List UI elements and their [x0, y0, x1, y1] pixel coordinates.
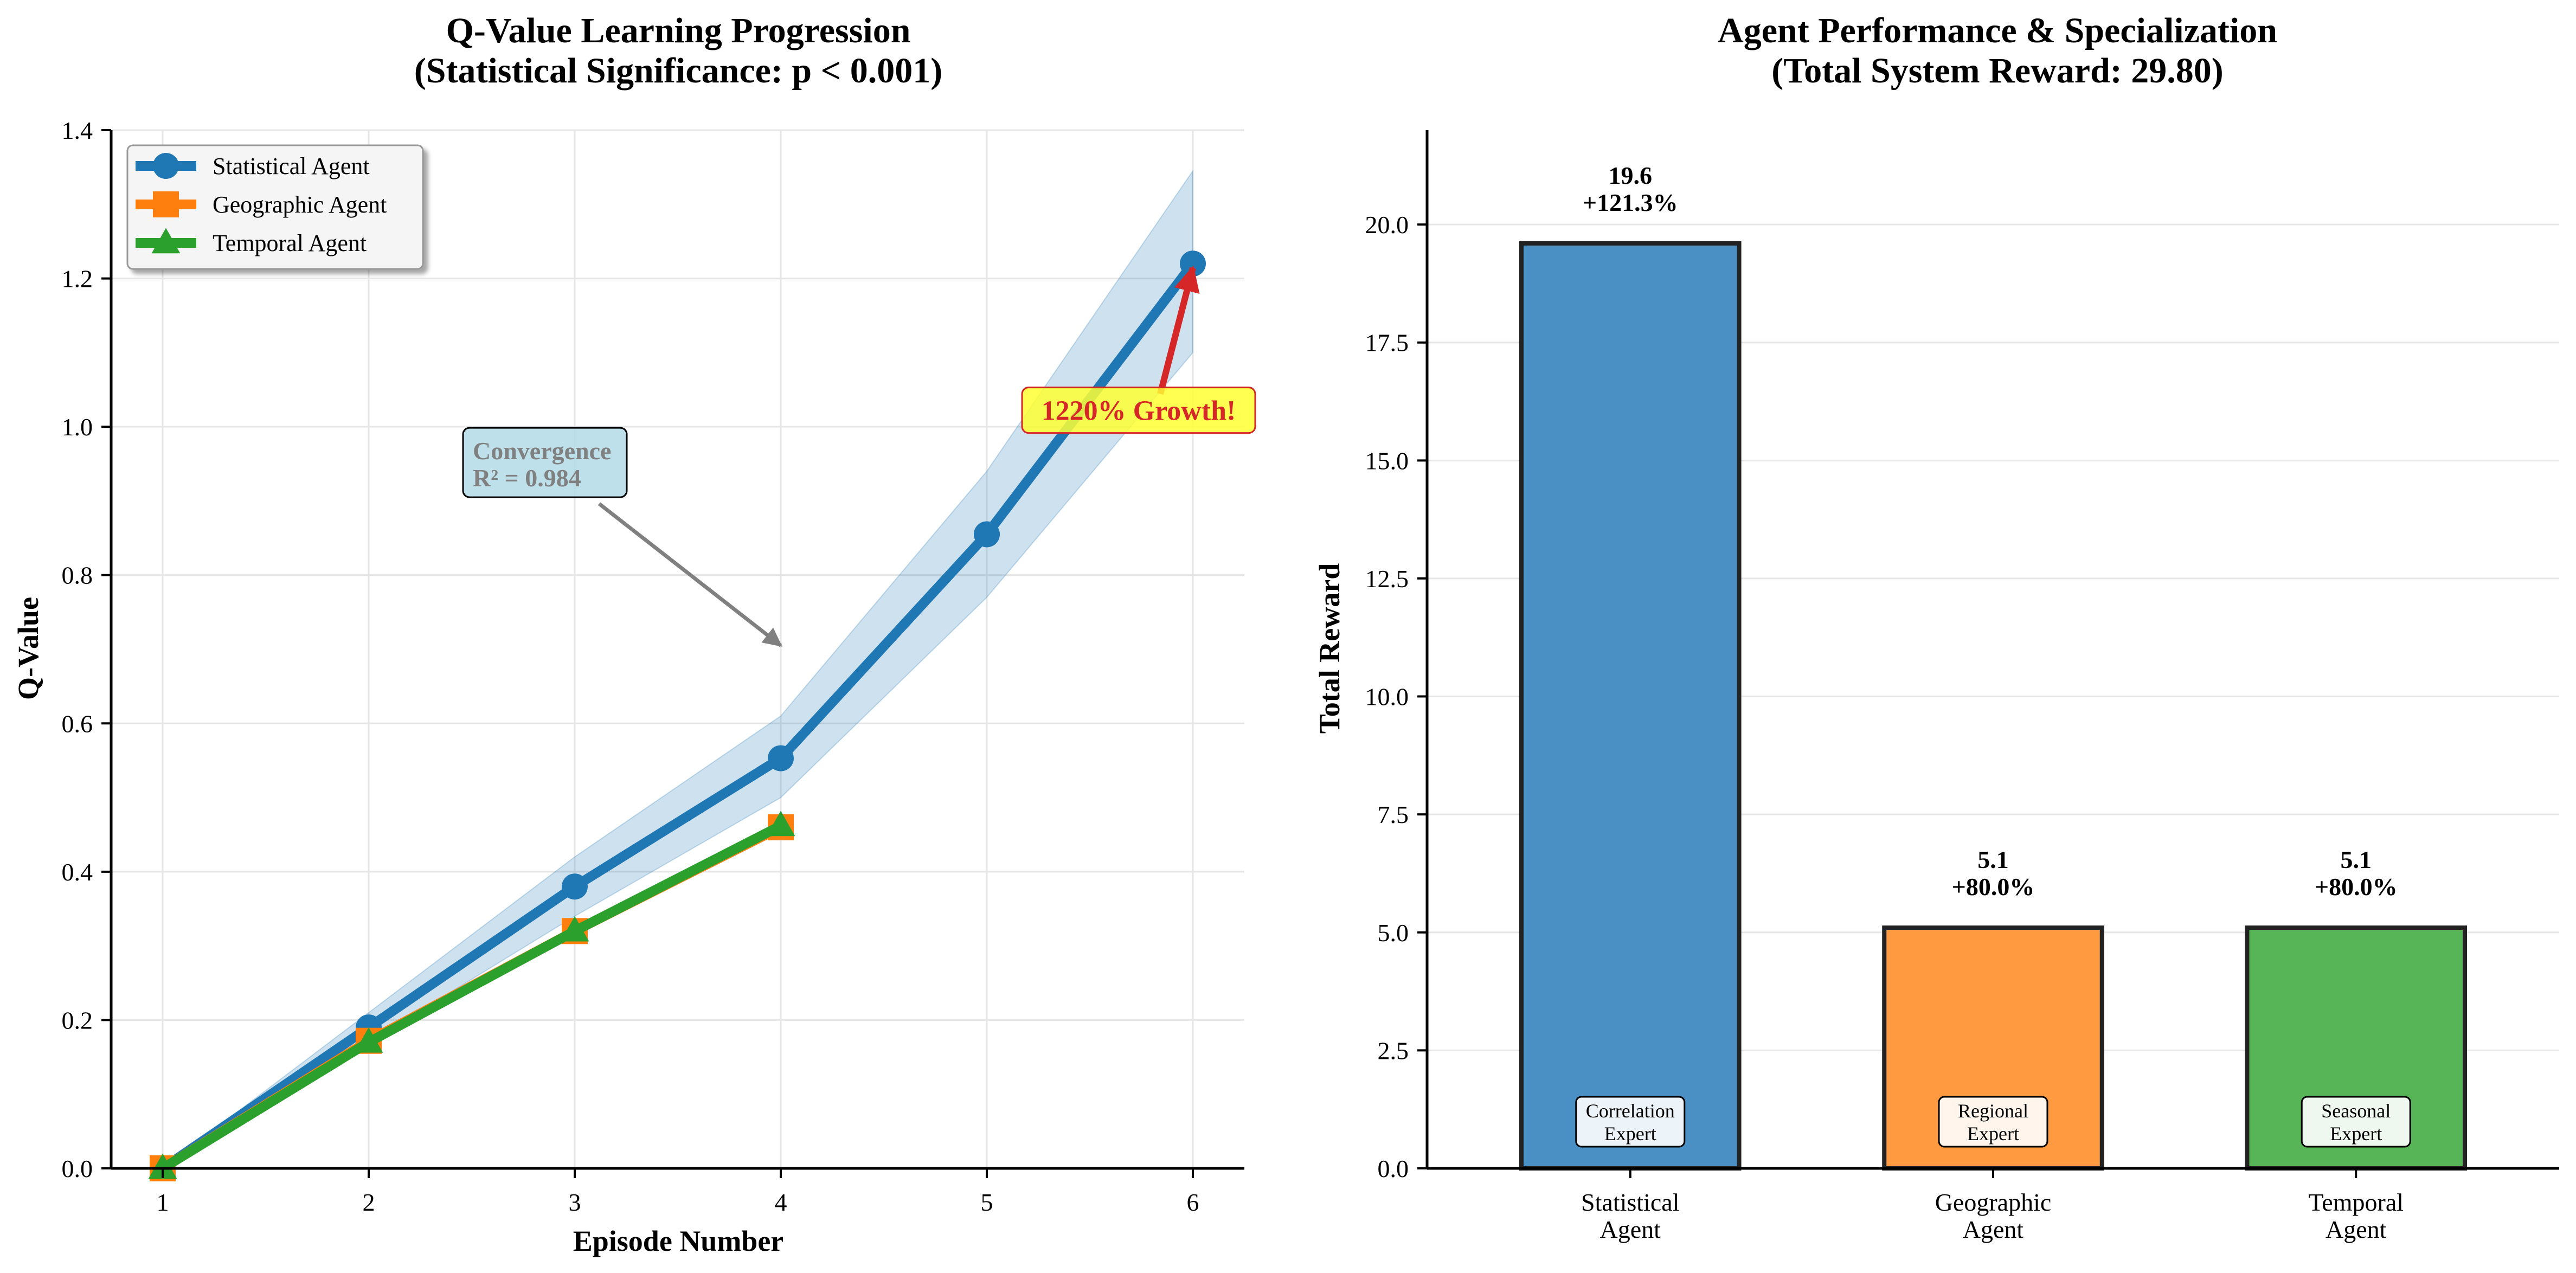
chart0-xtick-label: 4 [775, 1188, 787, 1216]
bar-value-label-2: 5.1 [2340, 846, 2372, 873]
chart1-ytick-label: 5.0 [1378, 919, 1409, 947]
chart1-ytick-label: 7.5 [1378, 801, 1409, 828]
series-0-point [974, 521, 1000, 548]
chart0-ytick-label: 0.4 [62, 858, 93, 886]
bar-value-label-0: 19.6 [1609, 162, 1653, 189]
reward-bar-chart: Agent Performance & Specialization (Tota… [1313, 11, 2559, 1243]
convergence-arrow [598, 502, 782, 647]
legend-label-1: Geographic Agent [213, 191, 387, 218]
chart1-ytick-label: 2.5 [1378, 1037, 1409, 1064]
series-2-point [766, 811, 795, 837]
convergence-r2: R² = 0.984 [473, 464, 581, 492]
chart1-ytick-label: 20.0 [1365, 211, 1409, 239]
legend-marker-0 [153, 153, 179, 179]
legend-box [126, 144, 424, 270]
chart1-xtick-label-line1: Statistical [1581, 1188, 1679, 1216]
legend-label-2: Temporal Agent [213, 230, 367, 256]
chart0-ytick-label: 0.8 [62, 562, 93, 589]
specialty-badge-line1-1: Regional [1958, 1100, 2028, 1122]
chart0-xtick-label: 5 [981, 1188, 993, 1216]
chart1-title-line2: (Total System Reward: 29.80) [1771, 51, 2223, 91]
series-2-point [148, 1153, 177, 1179]
bar-pct-label-1: +80.0% [1952, 873, 2035, 901]
chart1-bars [1519, 241, 2467, 1171]
chart0-xtick-label: 1 [157, 1188, 169, 1216]
chart1-axes [1417, 130, 2559, 1178]
chart1-xtick-label-line1: Geographic [1935, 1188, 2052, 1216]
legend-label-0: Statistical Agent [213, 153, 370, 179]
chart0-xlabel: Episode Number [573, 1225, 784, 1257]
chart1-tick-labels: 0.0 2.5 5.0 7.5 10.0 12.5 15.0 17.5 20.0 Statisti… [1365, 211, 2404, 1243]
chart1-ytick-label: 12.5 [1365, 565, 1409, 593]
bar-value-label-1: 5.1 [1977, 846, 2009, 873]
growth-box [1021, 387, 1256, 434]
chart0-ytick-label: 0.6 [62, 710, 93, 737]
chart1-xtick-label-line2: Agent [1600, 1216, 1661, 1243]
chart1-ytick-label: 10.0 [1365, 683, 1409, 711]
series-line-2 [158, 821, 786, 1173]
series-line-0 [158, 259, 1198, 1173]
chart0-xtick-label: 2 [363, 1188, 375, 1216]
growth-label: 1220% Growth! [1042, 396, 1236, 427]
specialty-badge-line2-0: Expert [1604, 1123, 1656, 1145]
statistical-confidence-band [162, 169, 1193, 1169]
chart0-ytick-label: 1.2 [62, 265, 93, 293]
chart1-title-line1: Agent Performance & Specialization [1718, 11, 2277, 50]
chart0-ylabel: Q-Value [12, 597, 44, 700]
specialty-badge-line1-2: Seasonal [2321, 1100, 2391, 1122]
bar-0 [1519, 241, 1742, 1171]
chart0-title-line1: Q-Value Learning Progression [446, 11, 911, 50]
chart0-legend: Statistical Agent Geographic Agent Tempora… [126, 144, 424, 270]
q-value-line-chart: Q-Value Learning Progression (Statistica… [12, 11, 1256, 1257]
convergence-label: Convergence [473, 437, 611, 465]
specialty-badge-line2-1: Expert [1967, 1123, 2019, 1145]
chart0-title-line2: (Statistical Significance: p < 0.001) [414, 51, 942, 91]
chart0-xtick-label: 6 [1187, 1188, 1199, 1216]
specialty-badge-0 [1575, 1096, 1686, 1148]
chart1-value-labels: 19.6+121.3%CorrelationExpert5.1+80.0%Reg… [1575, 162, 2411, 1148]
chart0-xtick-label: 3 [569, 1188, 581, 1216]
chart0-grid [111, 129, 1244, 1169]
chart0-axes [101, 129, 1244, 1178]
chart1-xtick-label-line2: Agent [2326, 1216, 2387, 1243]
chart1-xtick-label-line1: Temporal [2308, 1188, 2404, 1216]
legend-marker-1 [153, 191, 179, 217]
growth-arrow [1157, 265, 1200, 395]
chart0-ytick-label: 1.0 [62, 413, 93, 441]
chart1-ytick-label: 15.0 [1365, 447, 1409, 474]
legend-marker-2 [151, 228, 181, 254]
chart0-ytick-label: 0.2 [62, 1006, 93, 1034]
specialty-badge-line1-0: Correlation [1586, 1100, 1675, 1122]
bar-pct-label-0: +121.3% [1583, 189, 1678, 216]
chart0-tick-labels: 1 2 3 4 5 6 0.0 0.2 0.4 0.6 0.8 1.0 1.2 1.4 [62, 117, 1199, 1216]
series-2-point [354, 1027, 383, 1053]
chart0-ytick-label: 1.4 [62, 117, 93, 144]
specialty-badge-line2-2: Expert [2330, 1123, 2382, 1145]
bar-pct-label-2: +80.0% [2315, 873, 2398, 901]
chart1-ytick-label: 0.0 [1378, 1155, 1409, 1182]
chart1-xtick-label-line2: Agent [1963, 1216, 2024, 1243]
chart0-ytick-label: 0.0 [62, 1155, 93, 1182]
specialty-badge-1 [1938, 1096, 2048, 1148]
chart1-ylabel: Total Reward [1313, 563, 1346, 734]
series-0-point [562, 873, 588, 900]
series-2-point [560, 916, 589, 942]
chart0-confidence-band [162, 169, 1193, 1169]
series-0-point [768, 745, 794, 771]
specialty-badge-2 [2301, 1096, 2411, 1148]
chart1-ytick-label: 17.5 [1365, 329, 1409, 357]
convergence-box [462, 427, 628, 498]
